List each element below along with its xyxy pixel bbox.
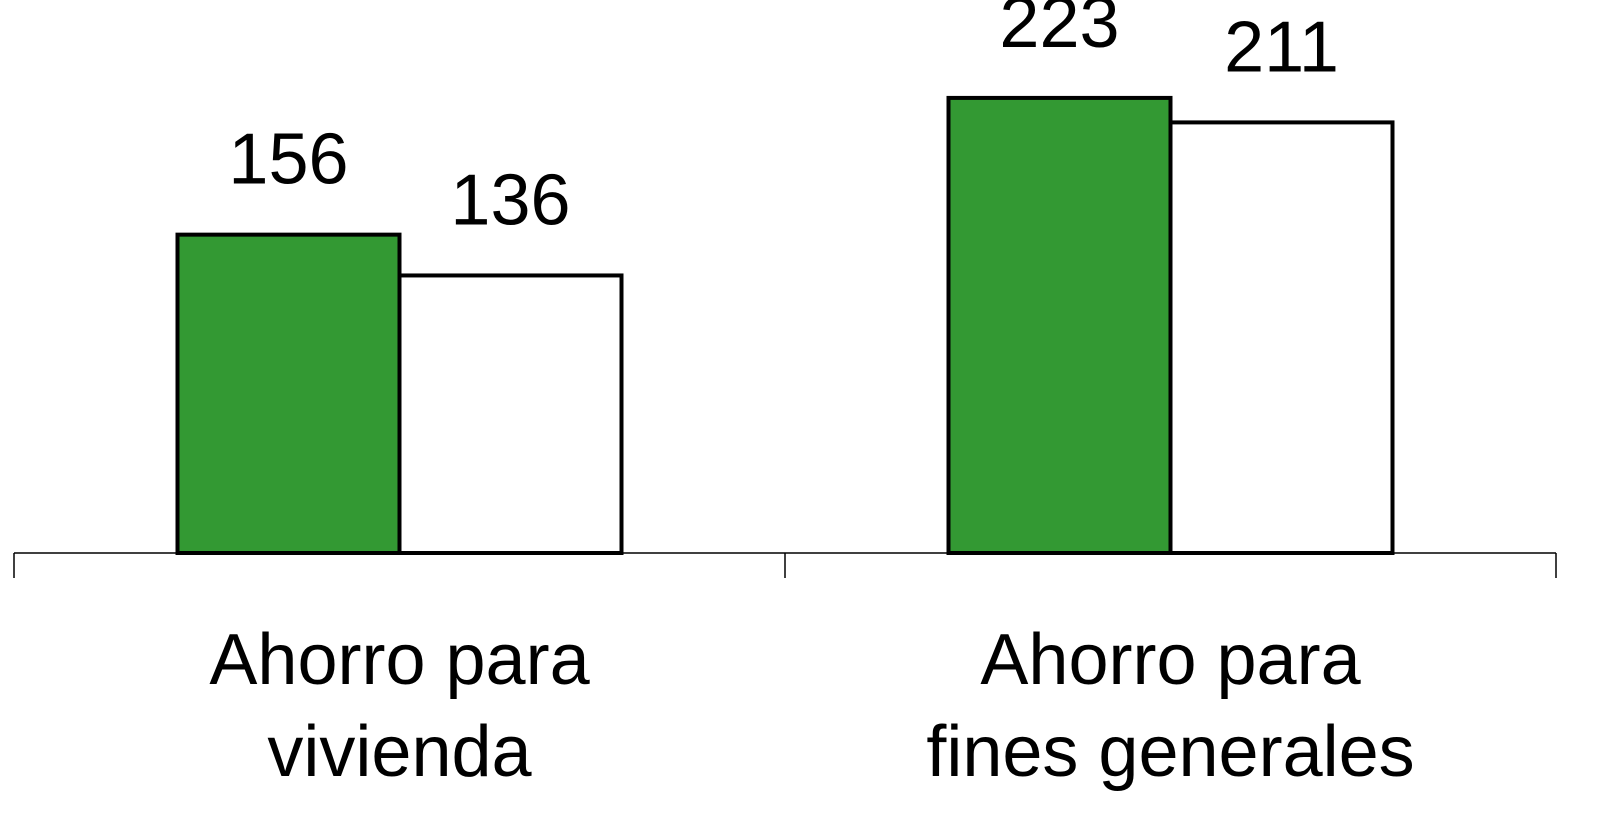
data-label: 136 — [450, 160, 570, 240]
x-tick-label: Ahorro para — [209, 620, 590, 700]
bar — [1168, 120, 1395, 555]
bar — [397, 273, 624, 555]
x-tick-label: fines generales — [926, 712, 1414, 792]
x-tick-label: vivienda — [267, 712, 532, 792]
bar — [946, 95, 1173, 555]
bar — [175, 232, 402, 555]
data-label: 223 — [999, 0, 1119, 63]
data-label: 156 — [228, 120, 348, 200]
data-label: 211 — [1224, 7, 1339, 87]
x-tick-label: Ahorro para — [980, 620, 1361, 700]
